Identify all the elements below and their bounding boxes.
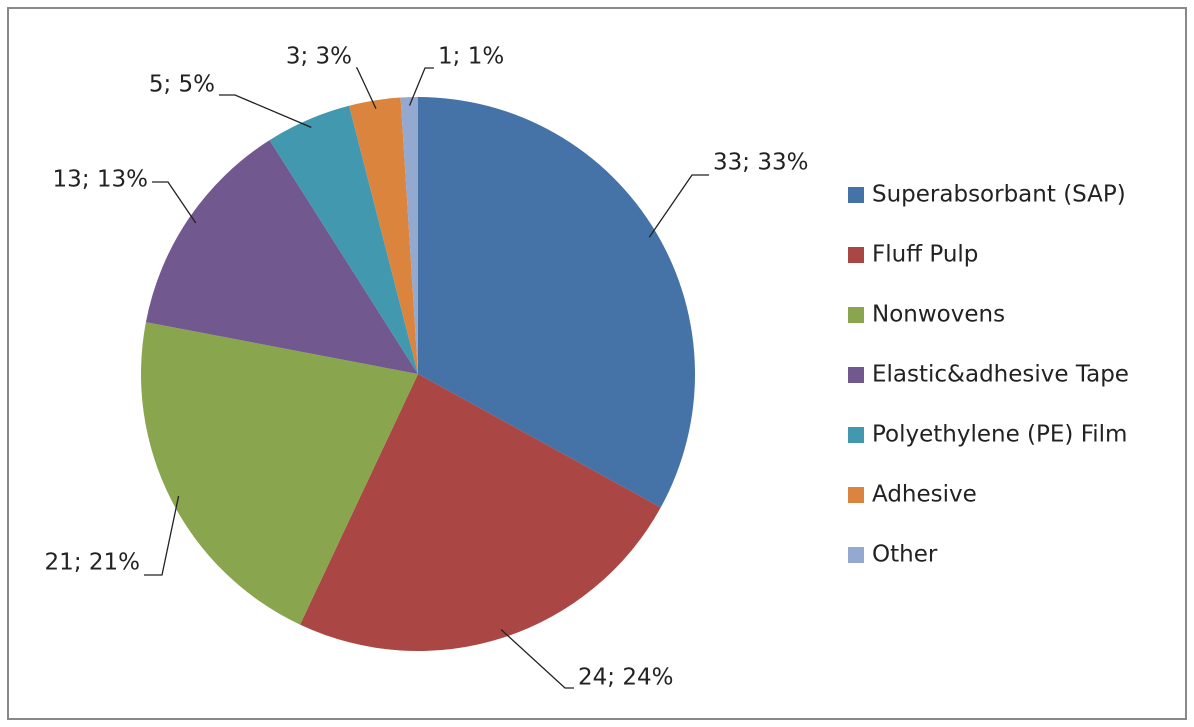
legend-swatch: [848, 307, 864, 323]
leader-line: [648, 174, 709, 238]
legend-swatch: [848, 187, 864, 203]
pie-slice: [300, 374, 661, 651]
pie-slice: [145, 140, 418, 374]
leader-line: [219, 94, 312, 129]
data-label: 21; 21%: [45, 550, 140, 576]
data-label: 5; 5%: [149, 72, 215, 98]
legend-label: Nonwovens: [872, 302, 1005, 328]
pie-slice: [269, 105, 418, 375]
data-label: 13; 13%: [53, 167, 148, 193]
leader-line: [144, 495, 180, 576]
legend-swatch: [848, 427, 864, 443]
data-label: 24; 24%: [578, 665, 673, 691]
leader-line: [408, 67, 434, 106]
pie-slice: [418, 97, 695, 508]
pie-slice: [349, 97, 418, 374]
legend-swatch: [848, 547, 864, 563]
leader-line: [152, 181, 197, 224]
legend-swatch: [848, 487, 864, 503]
legend-swatch: [848, 367, 864, 383]
legend-label: Other: [872, 542, 938, 568]
legend-label: Polyethylene (PE) Film: [872, 422, 1127, 448]
data-label: 1; 1%: [438, 44, 504, 70]
pie-slice: [141, 322, 418, 625]
legend-label: Fluff Pulp: [872, 242, 978, 268]
legend-label: Adhesive: [872, 482, 977, 508]
legend-label: Superabsorbant (SAP): [872, 182, 1126, 208]
data-label: 3; 3%: [286, 44, 352, 70]
leader-line: [356, 67, 377, 109]
legend-label: Elastic&adhesive Tape: [872, 362, 1129, 388]
legend-swatch: [848, 247, 864, 263]
data-label: 33; 33%: [713, 150, 808, 176]
leader-line: [500, 629, 574, 689]
pie-slice: [400, 97, 418, 374]
